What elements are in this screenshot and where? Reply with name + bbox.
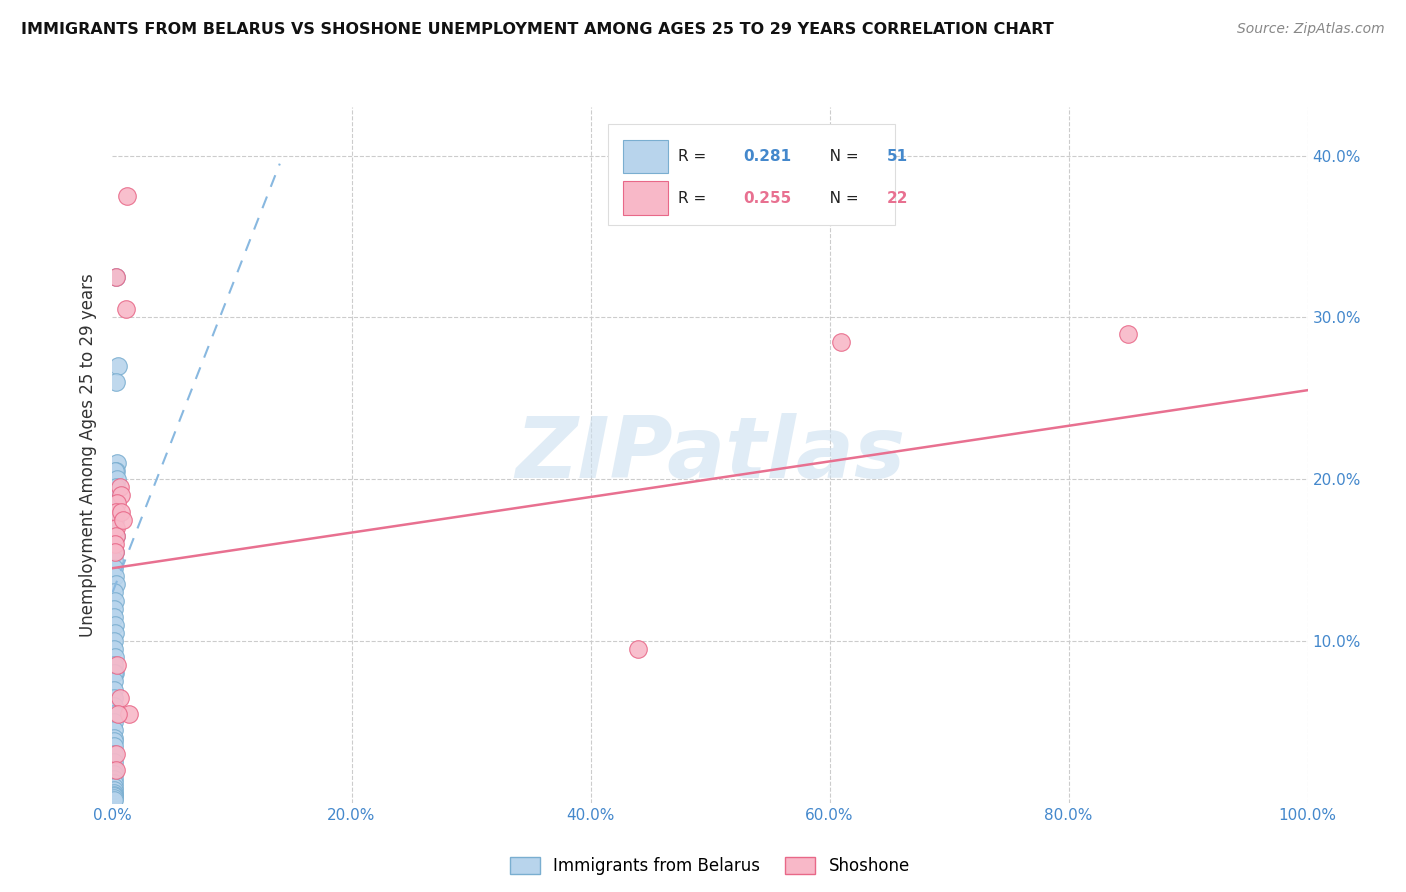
Point [103, 788, 125, 802]
Text: Source: ZipAtlas.com: Source: ZipAtlas.com [1237, 22, 1385, 37]
Point [103, 674, 125, 689]
Point [103, 739, 125, 754]
Point [104, 545, 127, 559]
Point [105, 504, 128, 518]
Point [104, 650, 127, 665]
Point [105, 747, 128, 762]
Text: 22: 22 [887, 191, 908, 206]
Point [103, 766, 125, 780]
Text: N =: N = [815, 149, 863, 164]
Point [103, 791, 125, 805]
Point [627, 642, 650, 657]
Point [105, 456, 128, 470]
Point [110, 504, 132, 518]
Point [104, 537, 127, 551]
Point [103, 764, 125, 778]
Point [103, 756, 125, 770]
Point [103, 658, 125, 673]
Text: IMMIGRANTS FROM BELARUS VS SHOSHONE UNEMPLOYMENT AMONG AGES 25 TO 29 YEARS CORRE: IMMIGRANTS FROM BELARUS VS SHOSHONE UNEM… [21, 22, 1054, 37]
Point [830, 334, 852, 349]
Y-axis label: Unemployment Among Ages 25 to 29 years: Unemployment Among Ages 25 to 29 years [79, 273, 97, 637]
Point [103, 634, 125, 648]
Point [104, 464, 127, 478]
Point [105, 529, 128, 543]
Point [103, 780, 125, 794]
Text: R =: R = [678, 149, 711, 164]
Point [105, 658, 128, 673]
Point [103, 786, 125, 800]
Point [103, 731, 125, 745]
Point [108, 690, 131, 705]
Point [103, 666, 125, 681]
Legend: Immigrants from Belarus, Shoshone: Immigrants from Belarus, Shoshone [503, 850, 917, 881]
Text: 0.255: 0.255 [744, 191, 792, 206]
Point [104, 496, 127, 510]
Point [103, 706, 125, 721]
Point [103, 609, 125, 624]
Point [103, 714, 125, 729]
Text: 51: 51 [887, 149, 908, 164]
Text: 0.281: 0.281 [744, 149, 792, 164]
Point [115, 189, 138, 203]
Point [105, 764, 128, 778]
Point [103, 723, 125, 737]
Point [107, 359, 129, 373]
Point [105, 472, 128, 486]
Point [103, 690, 125, 705]
Point [103, 734, 125, 748]
Point [108, 480, 131, 494]
Point [103, 642, 125, 657]
Text: ZIPatlas: ZIPatlas [515, 413, 905, 497]
Point [107, 706, 129, 721]
Point [103, 789, 125, 804]
Text: R =: R = [678, 191, 711, 206]
Point [105, 577, 128, 591]
Point [112, 513, 135, 527]
Point [104, 617, 127, 632]
Point [118, 706, 141, 721]
Point [114, 302, 136, 317]
Point [103, 792, 125, 806]
Point [103, 776, 125, 790]
FancyBboxPatch shape [623, 140, 668, 173]
Point [105, 480, 128, 494]
Point [104, 666, 127, 681]
Text: N =: N = [815, 191, 863, 206]
Point [105, 375, 128, 389]
Point [105, 529, 128, 543]
Point [104, 545, 127, 559]
Point [105, 496, 128, 510]
Point [103, 772, 125, 786]
FancyBboxPatch shape [609, 124, 896, 226]
FancyBboxPatch shape [623, 181, 668, 215]
Point [104, 569, 127, 583]
Point [103, 747, 125, 762]
Point [1116, 326, 1139, 341]
Point [103, 682, 125, 697]
Point [105, 269, 128, 284]
Point [105, 464, 128, 478]
Point [104, 593, 127, 607]
Point [103, 782, 125, 797]
Point [103, 561, 125, 575]
Point [103, 553, 125, 567]
Point [103, 601, 125, 615]
Point [104, 626, 127, 640]
Point [103, 585, 125, 599]
Point [105, 269, 128, 284]
Point [104, 513, 127, 527]
Point [110, 488, 132, 502]
Point [105, 521, 128, 535]
Point [103, 698, 125, 713]
